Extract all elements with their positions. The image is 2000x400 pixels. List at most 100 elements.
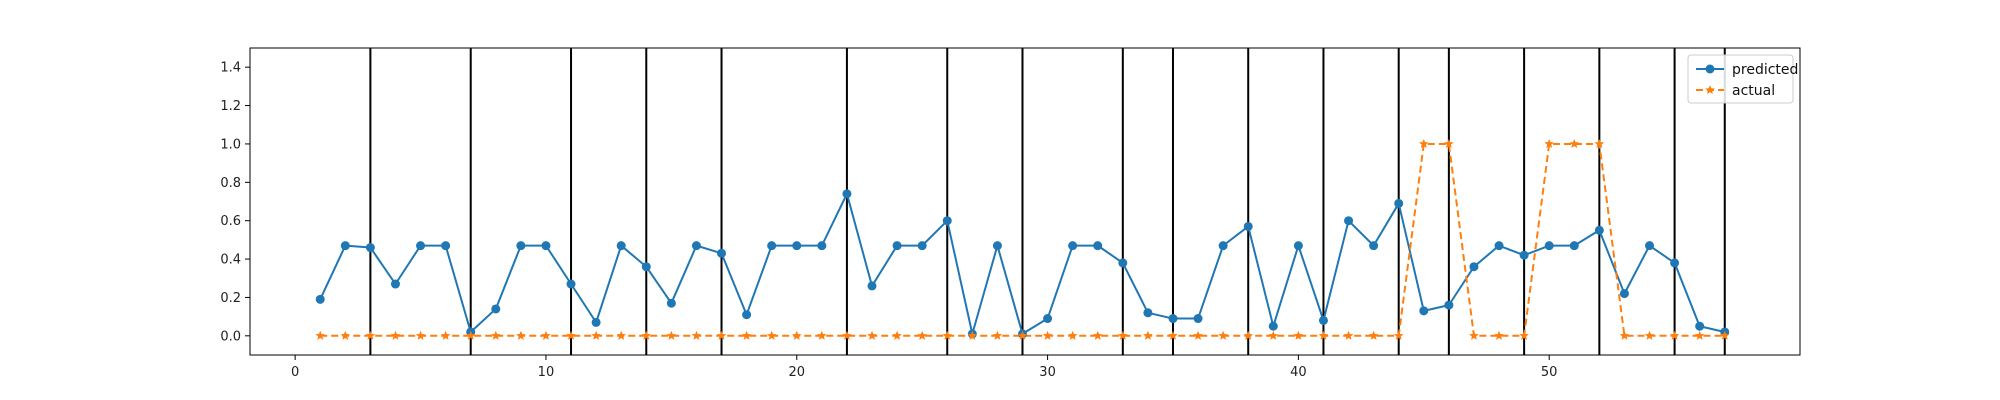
point-predicted bbox=[1143, 308, 1153, 318]
point-actual bbox=[842, 330, 852, 340]
point-predicted bbox=[742, 310, 752, 320]
point-actual bbox=[616, 330, 626, 340]
point-predicted bbox=[1569, 241, 1579, 251]
y-tick-label: 0.0 bbox=[220, 329, 241, 344]
y-tick-label: 0.8 bbox=[220, 176, 241, 191]
y-tick-label: 0.2 bbox=[220, 291, 241, 306]
point-predicted bbox=[416, 241, 426, 251]
point-predicted bbox=[992, 241, 1002, 251]
legend: predicted actual bbox=[1687, 54, 1798, 104]
point-actual bbox=[1268, 330, 1279, 340]
x-tick-label: 0 bbox=[291, 365, 299, 380]
point-predicted bbox=[1444, 300, 1454, 310]
point-predicted bbox=[892, 241, 902, 251]
point-predicted bbox=[767, 241, 777, 251]
point-actual bbox=[641, 330, 652, 340]
point-actual bbox=[1143, 330, 1153, 340]
point-actual bbox=[967, 330, 978, 340]
x-tick-label: 50 bbox=[1541, 365, 1558, 380]
point-predicted bbox=[1168, 314, 1178, 324]
point-actual bbox=[691, 330, 702, 340]
point-predicted bbox=[792, 241, 802, 251]
point-actual bbox=[541, 330, 551, 340]
point-predicted bbox=[1419, 306, 1429, 316]
x-tick-label: 20 bbox=[788, 365, 805, 380]
point-actual bbox=[1293, 330, 1304, 340]
point-actual bbox=[1444, 138, 1454, 148]
point-actual bbox=[1519, 330, 1529, 340]
point-actual bbox=[415, 330, 426, 340]
point-actual bbox=[1118, 330, 1128, 340]
point-predicted bbox=[365, 243, 375, 253]
point-actual bbox=[1168, 330, 1178, 340]
point-actual bbox=[1218, 330, 1228, 340]
point-actual bbox=[1494, 330, 1504, 340]
point-predicted bbox=[1670, 258, 1680, 268]
point-actual bbox=[516, 330, 526, 340]
point-predicted bbox=[390, 279, 400, 289]
point-predicted bbox=[541, 241, 551, 251]
point-predicted bbox=[641, 262, 651, 272]
legend-marker-actual bbox=[1705, 85, 1715, 95]
point-actual bbox=[1318, 330, 1329, 340]
point-actual bbox=[766, 330, 777, 340]
point-actual bbox=[1092, 330, 1103, 340]
point-predicted bbox=[1043, 314, 1053, 324]
y-axis: 0.0 0.2 0.4 0.6 0.8 1.0 1.2 1.4 bbox=[220, 61, 250, 344]
point-predicted bbox=[441, 241, 451, 251]
point-predicted bbox=[717, 248, 727, 258]
point-actual bbox=[1569, 138, 1580, 148]
point-actual bbox=[591, 330, 601, 340]
x-axis: 0 10 20 30 40 50 bbox=[291, 355, 1557, 380]
point-predicted bbox=[917, 241, 927, 251]
point-actual bbox=[1469, 330, 1479, 340]
x-tick-label: 30 bbox=[1039, 365, 1056, 380]
point-actual bbox=[1619, 330, 1630, 340]
point-actual bbox=[666, 330, 677, 340]
y-tick-label: 1.0 bbox=[220, 137, 241, 152]
point-actual bbox=[741, 330, 752, 340]
point-predicted bbox=[691, 241, 701, 251]
y-tick-label: 0.6 bbox=[220, 214, 241, 229]
legend-label-predicted: predicted bbox=[1732, 62, 1798, 78]
point-actual bbox=[892, 330, 902, 340]
point-predicted bbox=[516, 241, 526, 251]
point-actual bbox=[867, 330, 877, 340]
point-predicted bbox=[1394, 198, 1404, 208]
point-predicted bbox=[867, 281, 877, 291]
point-predicted bbox=[1193, 314, 1203, 324]
point-actual bbox=[340, 330, 351, 340]
point-actual bbox=[716, 330, 727, 340]
point-predicted bbox=[1068, 241, 1078, 251]
point-predicted bbox=[1544, 241, 1554, 251]
series-markers bbox=[315, 138, 1730, 340]
point-predicted bbox=[817, 241, 827, 251]
point-predicted bbox=[1494, 241, 1504, 251]
x-tick-label: 40 bbox=[1290, 365, 1307, 380]
legend-marker-predicted bbox=[1705, 64, 1715, 74]
point-predicted bbox=[1243, 221, 1253, 231]
legend-label-actual: actual bbox=[1732, 83, 1775, 99]
point-actual bbox=[390, 330, 401, 340]
point-predicted bbox=[942, 216, 952, 226]
point-actual bbox=[1193, 330, 1203, 340]
point-predicted bbox=[591, 317, 601, 327]
point-actual bbox=[1067, 330, 1078, 340]
point-predicted bbox=[666, 298, 676, 308]
point-predicted bbox=[1268, 321, 1278, 331]
point-actual bbox=[992, 330, 1003, 340]
y-tick-label: 1.4 bbox=[220, 61, 241, 76]
point-predicted bbox=[1318, 315, 1328, 325]
y-tick-label: 1.2 bbox=[220, 99, 241, 114]
point-predicted bbox=[1695, 321, 1705, 331]
point-actual bbox=[491, 330, 501, 340]
point-actual bbox=[817, 330, 827, 340]
point-actual bbox=[1343, 330, 1354, 340]
point-predicted bbox=[566, 279, 576, 289]
point-actual bbox=[942, 330, 952, 340]
point-predicted bbox=[1645, 241, 1655, 251]
point-actual bbox=[1544, 138, 1554, 148]
point-predicted bbox=[1093, 241, 1103, 251]
point-actual bbox=[1419, 138, 1429, 148]
